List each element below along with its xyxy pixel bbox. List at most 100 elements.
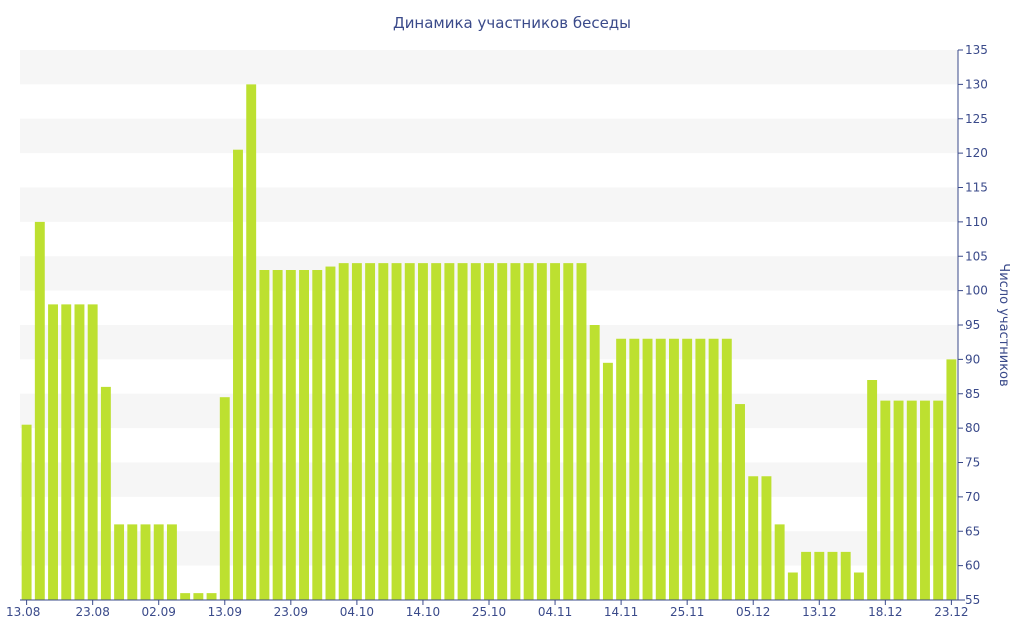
x-tick-label: 04.10 (340, 605, 374, 619)
bar (669, 338, 679, 600)
bar (74, 304, 85, 601)
bar (206, 593, 217, 601)
bar (299, 270, 309, 600)
bar (153, 524, 164, 601)
bar (365, 263, 376, 601)
y-tick-label: 120 (965, 146, 988, 160)
bar (325, 266, 336, 600)
chart-title: Динамика участников беседы (393, 14, 631, 32)
bar (114, 524, 125, 601)
bar (867, 380, 878, 600)
bar (233, 149, 243, 600)
bar (880, 400, 891, 601)
bar (682, 338, 693, 600)
bar-series (21, 84, 957, 601)
bar (893, 400, 904, 601)
y-tick-label: 90 (965, 352, 980, 366)
bar (61, 304, 72, 601)
y-tick-label: 85 (965, 387, 980, 401)
y-tick-label: 105 (965, 249, 988, 263)
bar (840, 551, 851, 601)
y-tick-label: 75 (965, 456, 980, 470)
y-tick-label: 60 (965, 559, 980, 573)
bar (48, 304, 58, 601)
x-tick-label: 13.09 (208, 605, 242, 619)
y-tick-label: 95 (965, 318, 980, 332)
bar (100, 386, 111, 601)
x-tick-label: 13.12 (802, 605, 836, 619)
bar (933, 400, 944, 601)
bar (140, 524, 151, 601)
x-tick-label: 05.12 (736, 605, 770, 619)
x-tick-label: 25.10 (472, 605, 506, 619)
bar (642, 338, 653, 600)
bar (629, 338, 640, 600)
y-tick-label: 115 (965, 181, 988, 195)
x-tick-label: 23.12 (934, 605, 968, 619)
y-tick-label: 65 (965, 524, 980, 538)
x-tick-label: 13.08 (6, 605, 40, 619)
bar (431, 263, 442, 601)
x-tick-label: 25.11 (670, 605, 704, 619)
bar (814, 551, 825, 601)
bar (536, 263, 547, 601)
bar (589, 325, 600, 600)
bar (484, 263, 494, 601)
bar (906, 400, 917, 601)
bar (708, 338, 719, 600)
y-tick-label: 80 (965, 421, 980, 435)
grid-band (20, 118, 958, 154)
bar (748, 476, 759, 600)
x-tick-label: 23.08 (75, 605, 109, 619)
bar (563, 263, 574, 601)
bar (602, 362, 613, 600)
y-axis-ticks: 55 60 65 70 75 80 85 90 95 100 105 110 115 120 125 130 1… (958, 43, 988, 607)
bar (127, 524, 138, 601)
bar (34, 221, 45, 601)
bar (193, 593, 204, 601)
bar (417, 263, 428, 601)
bar (801, 551, 812, 601)
bar (166, 524, 177, 601)
y-tick-label: 100 (965, 284, 988, 298)
y-tick-label: 125 (965, 112, 988, 126)
bar (761, 476, 772, 600)
x-tick-label: 14.11 (604, 605, 638, 619)
bar (787, 572, 798, 600)
bar (391, 263, 402, 601)
bar (246, 84, 257, 601)
y-tick-label: 135 (965, 43, 988, 57)
bar (523, 263, 534, 601)
x-tick-label: 02.09 (142, 605, 176, 619)
bar (576, 263, 587, 601)
bar (272, 270, 283, 600)
y-tick-label: 130 (965, 77, 988, 91)
bar (827, 551, 838, 601)
y-axis-label: Число участников (996, 263, 1011, 386)
bar (510, 263, 521, 601)
bar (550, 263, 561, 601)
bar (655, 338, 666, 600)
x-axis-ticks: 13.08 23.08 02.09 13.09 23.09 04.10 14.10 25.10… (6, 600, 969, 619)
bar (920, 400, 930, 601)
x-tick-label: 04.11 (538, 605, 572, 619)
bar (470, 263, 481, 601)
bar (351, 263, 362, 601)
bar (21, 424, 32, 600)
bar (497, 263, 508, 601)
bar (444, 263, 455, 601)
bar (285, 270, 296, 600)
bar (180, 593, 191, 601)
grid-band (20, 187, 958, 222)
bar (378, 263, 389, 601)
bar (338, 263, 349, 601)
x-tick-label: 18.12 (868, 605, 902, 619)
bar (853, 572, 864, 600)
bar (219, 397, 230, 600)
bar (616, 338, 627, 600)
bar (259, 270, 270, 600)
bar (404, 263, 415, 601)
y-tick-label: 70 (965, 490, 980, 504)
